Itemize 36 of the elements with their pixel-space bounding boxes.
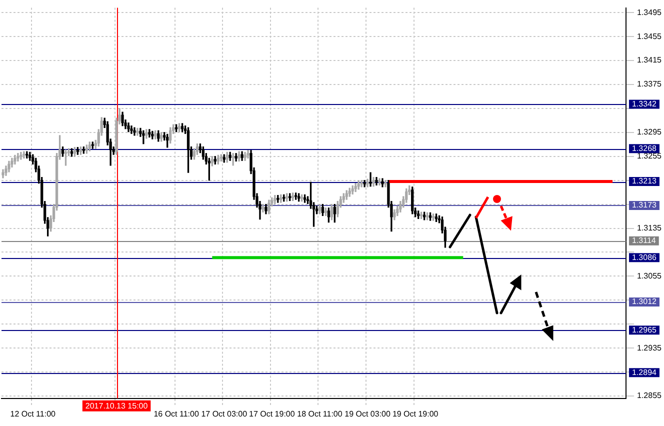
x-tick-label: 12 Oct 11:00 — [10, 409, 56, 418]
ref-line-label: 1.3213 — [632, 176, 658, 186]
ref-line-label: 1.3012 — [632, 297, 658, 306]
y-tick-label: 1.3415 — [637, 56, 662, 65]
y-tick-label: 1.3135 — [637, 223, 662, 232]
ref-line-label: 1.3268 — [632, 144, 658, 153]
y-tick-label: 1.3495 — [637, 8, 662, 17]
x-tick-label: 2017.10.13 15:00 — [85, 402, 148, 411]
candlestick — [363, 180, 366, 188]
ref-line-label: 1.3173 — [632, 200, 658, 210]
y-tick-label: 1.2855 — [637, 391, 662, 400]
ref-line-label: 1.3114 — [632, 236, 656, 246]
candlestick — [142, 130, 145, 144]
y-tick-label: 1.2935 — [637, 343, 662, 352]
x-tick-label: 18 Oct 11:00 — [297, 409, 343, 418]
ref-line-label: 1.2965 — [632, 325, 658, 334]
ref-line-label: 1.3086 — [632, 252, 658, 262]
x-tick-label: 19 Oct 03:00 — [344, 409, 391, 418]
y-tick-label: 1.3295 — [637, 128, 662, 137]
x-tick-label: 17 Oct 03:00 — [201, 409, 248, 418]
x-tick-label: 17 Oct 19:00 — [249, 409, 296, 418]
candlestick — [378, 178, 381, 186]
x-tick-label: 19 Oct 19:00 — [392, 409, 439, 418]
y-tick-label: 1.3455 — [637, 32, 662, 41]
candlestick — [136, 128, 139, 136]
ref-line-label: 1.3342 — [632, 99, 658, 108]
candlestick — [384, 180, 387, 188]
y-tick-label: 1.3055 — [637, 271, 662, 280]
ref-line-label: 1.2894 — [632, 368, 658, 377]
candlestick — [369, 172, 372, 187]
candlestick — [20, 152, 22, 160]
y-tick-label: 1.3255 — [637, 152, 662, 161]
candlestick — [360, 180, 363, 188]
y-tick-label: 1.3375 — [637, 80, 662, 89]
x-tick-label: 16 Oct 11:00 — [154, 409, 200, 418]
candlestick — [232, 153, 234, 166]
